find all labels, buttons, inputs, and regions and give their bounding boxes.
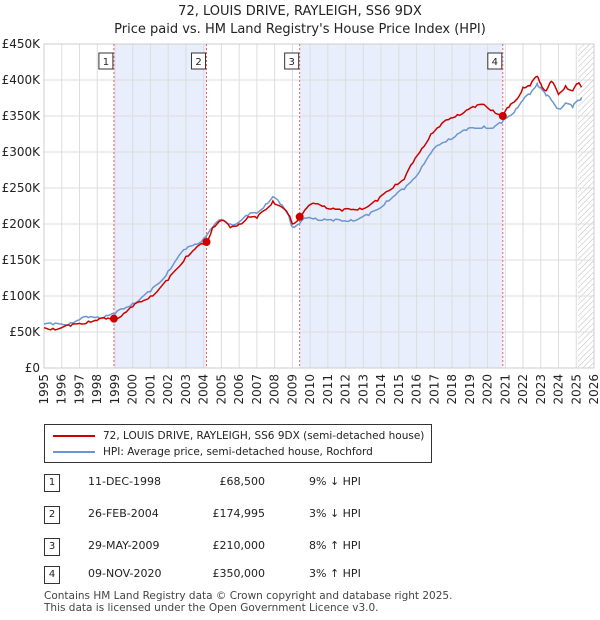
transaction-price: £350,000 xyxy=(212,567,266,580)
transaction-label: 3 xyxy=(288,57,294,68)
transaction-label: 4 xyxy=(492,57,498,68)
transaction-point xyxy=(498,112,507,120)
legend-label-hpi: HPI: Average price, semi-detached house,… xyxy=(103,446,373,458)
transaction-date: 29-MAY-2009 xyxy=(88,539,160,552)
price-chart: £0 £50K £100K £150K £200K £250K £300K £350K £400… xyxy=(2,37,600,405)
legend-swatch-property xyxy=(53,435,95,437)
series-line xyxy=(43,81,583,326)
transaction-label-box xyxy=(284,52,300,70)
transaction-point xyxy=(109,314,118,323)
x-tick-label: 1996 xyxy=(55,374,69,405)
transaction-hpi: 3% ↑ HPI xyxy=(309,567,361,580)
legend-label-property: 72, LOUIS DRIVE, RAYLEIGH, SS6 9DX (semi… xyxy=(103,430,425,442)
transaction-number: 2 xyxy=(44,506,60,524)
x-tick-label: 1995 xyxy=(37,374,51,405)
x-tick-label: 2022 xyxy=(516,374,530,405)
chart-subtitle: Price paid vs. HM Land Registry's House … xyxy=(114,22,486,37)
transaction-label-box xyxy=(487,52,503,70)
transaction-number: 3 xyxy=(44,538,60,556)
x-tick-label: 2019 xyxy=(463,374,477,405)
transaction-label: 1 xyxy=(103,57,109,68)
x-tick-label: 2020 xyxy=(481,374,495,405)
x-tick-label: 2004 xyxy=(197,374,211,405)
y-tick-label: £50K xyxy=(9,325,41,339)
transaction-hpi: 9% ↓ HPI xyxy=(309,475,361,488)
x-tick-label: 2023 xyxy=(534,374,548,405)
x-tick-label: 2026 xyxy=(587,374,600,405)
y-tick-label: £450K xyxy=(2,37,42,51)
transaction-price: £174,995 xyxy=(212,507,266,520)
forecast-hatch xyxy=(578,44,594,368)
transaction-hpi: 8% ↑ HPI xyxy=(309,539,361,552)
legend: 72, LOUIS DRIVE, RAYLEIGH, SS6 9DX (semi… xyxy=(44,424,432,463)
legend-swatch-hpi xyxy=(53,451,95,453)
x-tick-label: 2011 xyxy=(321,374,335,405)
x-tick-label: 1997 xyxy=(72,374,86,405)
footer-copyright: Contains HM Land Registry data © Crown c… xyxy=(44,590,453,602)
x-tick-label: 2002 xyxy=(161,374,175,405)
x-tick-label: 1998 xyxy=(90,374,104,405)
transaction-number: 4 xyxy=(44,566,60,584)
y-tick-label: £100K xyxy=(2,289,42,303)
x-tick-label: 2015 xyxy=(392,374,406,405)
y-tick-label: £150K xyxy=(2,253,42,267)
y-tick-label: £0 xyxy=(25,361,40,375)
x-tick-label: 2008 xyxy=(268,374,282,405)
transaction-date: 09-NOV-2020 xyxy=(88,567,162,580)
y-tick-label: £250K xyxy=(2,181,42,195)
x-tick-label: 2014 xyxy=(374,374,388,405)
legend-item-hpi: HPI: Average price, semi-detached house,… xyxy=(53,444,373,460)
x-tick-label: 2003 xyxy=(179,374,193,405)
transaction-point xyxy=(202,238,211,247)
plot-frame xyxy=(43,43,595,369)
transaction-hpi: 3% ↓ HPI xyxy=(309,507,361,520)
ownership-band xyxy=(299,44,503,368)
transaction-point xyxy=(295,212,304,221)
x-tick-label: 2024 xyxy=(552,374,566,405)
ownership-band xyxy=(113,44,207,368)
y-tick-label: £350K xyxy=(2,109,42,123)
transaction-price: £210,000 xyxy=(212,539,266,552)
y-tick-label: £400K xyxy=(2,73,42,87)
x-tick-label: 2016 xyxy=(410,374,424,405)
x-tick-label: 1999 xyxy=(108,374,122,405)
x-tick-label: 2017 xyxy=(427,374,441,405)
x-tick-label: 2007 xyxy=(250,374,264,405)
x-tick-label: 2025 xyxy=(569,374,583,405)
x-tick-label: 2001 xyxy=(143,374,157,405)
x-tick-label: 2005 xyxy=(214,374,228,405)
chart-title: 72, LOUIS DRIVE, RAYLEIGH, SS6 9DX xyxy=(178,4,422,19)
x-tick-label: 2012 xyxy=(339,374,353,405)
x-tick-label: 2000 xyxy=(126,374,140,405)
x-tick-label: 2010 xyxy=(303,374,317,405)
transaction-number: 1 xyxy=(44,474,60,492)
transaction-date: 11-DEC-1998 xyxy=(88,475,162,488)
x-tick-label: 2018 xyxy=(445,374,459,405)
transaction-price: £68,500 xyxy=(219,475,266,488)
footer-licence: This data is licensed under the Open Gov… xyxy=(44,602,379,614)
transaction-label: 2 xyxy=(195,57,201,68)
series-line xyxy=(43,75,583,331)
transaction-label-box xyxy=(191,52,207,70)
x-tick-label: 2009 xyxy=(285,374,299,405)
x-tick-label: 2006 xyxy=(232,374,246,405)
y-tick-label: £200K xyxy=(2,217,42,231)
x-tick-label: 2021 xyxy=(498,374,512,405)
x-tick-label: 2013 xyxy=(356,374,370,405)
transaction-date: 26-FEB-2004 xyxy=(88,507,159,520)
legend-item-property: 72, LOUIS DRIVE, RAYLEIGH, SS6 9DX (semi… xyxy=(53,428,424,444)
y-tick-label: £300K xyxy=(2,145,42,159)
transaction-label-box xyxy=(98,52,114,70)
